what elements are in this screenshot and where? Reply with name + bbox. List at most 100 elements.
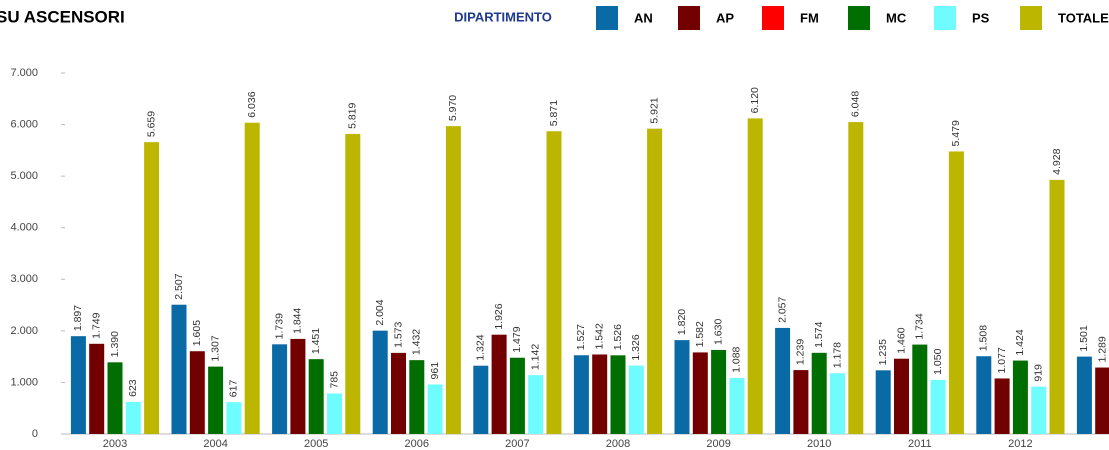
data-label: 1.432: [411, 329, 423, 355]
data-label: 623: [127, 379, 139, 397]
data-label: 1.542: [593, 323, 605, 349]
bar: [674, 340, 690, 434]
legend-label: TOTALE: [1058, 10, 1109, 25]
data-label: 1.460: [895, 327, 907, 353]
legend-label: AN: [634, 10, 653, 25]
bar: [811, 352, 827, 434]
bar: [747, 118, 763, 434]
data-label: 1.142: [529, 344, 541, 370]
data-label: 1.844: [292, 307, 304, 333]
bar: [628, 365, 644, 434]
data-label: 1.050: [932, 348, 944, 374]
bar: [729, 377, 745, 434]
data-label: 1.526: [612, 324, 624, 350]
bar: [610, 355, 626, 434]
data-label: 1.630: [712, 319, 724, 345]
bar: [345, 133, 361, 434]
y-tick-label: 0: [32, 428, 38, 440]
legend-title: DIPARTIMENTO: [454, 9, 552, 24]
bar: [976, 356, 992, 434]
x-tick-label: 2010: [807, 438, 831, 450]
bar: [1076, 356, 1092, 434]
data-label: 1.289: [1096, 336, 1108, 362]
data-label: 1.820: [676, 309, 688, 335]
x-tick-label: 2009: [706, 438, 730, 450]
bar: [308, 359, 324, 434]
bar: [930, 379, 946, 434]
bar: [592, 354, 608, 434]
y-tick-label: 6.000: [10, 118, 38, 130]
bar: [409, 360, 425, 434]
chart-title: SU ASCENSORI: [0, 7, 125, 26]
data-label: 1.739: [273, 313, 285, 339]
bar: [244, 122, 260, 435]
x-tick-label: 2005: [304, 438, 328, 450]
data-label: 5.871: [548, 100, 560, 126]
bar: [994, 378, 1010, 434]
bar: [473, 365, 489, 434]
bar: [875, 370, 891, 434]
bar: [290, 338, 306, 434]
data-label: 1.605: [191, 320, 203, 346]
data-label: 1.178: [831, 342, 843, 368]
bar: [125, 401, 141, 434]
data-label: 1.324: [475, 334, 487, 360]
bar: [692, 352, 708, 434]
data-label: 1.926: [493, 303, 505, 329]
data-label: 617: [228, 380, 240, 398]
x-tick-label: 2007: [505, 438, 529, 450]
bar: [171, 304, 187, 434]
data-label: 5.921: [648, 97, 660, 123]
data-label: 4.928: [1051, 148, 1063, 174]
data-label: 6.048: [850, 91, 862, 117]
bar: [427, 384, 443, 434]
bar: [894, 358, 909, 434]
data-label: 6.036: [246, 91, 258, 117]
data-label: 1.749: [90, 312, 102, 338]
legend-label: MC: [886, 10, 907, 25]
legend-label: FM: [800, 10, 819, 25]
y-tick-label: 7.000: [10, 67, 38, 79]
bar: [208, 366, 224, 434]
x-tick-label: 2003: [103, 438, 127, 450]
x-tick-label: 2012: [1008, 438, 1032, 450]
bar: [775, 327, 791, 434]
bar: [546, 131, 562, 435]
bar: [1049, 179, 1065, 434]
legend-swatch: [848, 6, 870, 30]
x-tick-label: 2004: [203, 438, 227, 450]
bar: [1012, 360, 1028, 434]
legend-swatch: [762, 6, 784, 30]
bar: [226, 402, 242, 434]
y-tick-label: 2.000: [10, 325, 38, 337]
data-label: 1.574: [813, 321, 825, 347]
x-tick-label: 2008: [606, 438, 630, 450]
y-tick-label: 1.000: [10, 376, 38, 388]
legend-label: AP: [716, 10, 734, 25]
bar: [848, 122, 864, 434]
bar: [491, 334, 507, 434]
data-label: 2.507: [173, 273, 185, 299]
data-label: 1.307: [209, 335, 221, 361]
data-label: 2.004: [374, 299, 386, 325]
data-label: 1.479: [511, 326, 523, 352]
bar: [711, 349, 727, 434]
data-label: 1.088: [731, 346, 743, 372]
data-label: 6.120: [749, 87, 761, 113]
data-label: 5.659: [145, 111, 157, 137]
data-label: 1.326: [630, 334, 642, 360]
bar: [189, 351, 205, 434]
y-tick-label: 3.000: [10, 273, 38, 285]
y-tick-label: 5.000: [10, 170, 38, 182]
bar: [372, 330, 388, 434]
data-label: 1.508: [978, 325, 990, 351]
data-label: 2.057: [776, 296, 788, 322]
data-label: 1.527: [575, 324, 587, 350]
data-label: 1.235: [877, 339, 889, 365]
legend-swatch: [934, 6, 956, 30]
data-label: 5.819: [347, 102, 359, 128]
bar: [912, 344, 928, 434]
bar: [528, 375, 544, 434]
bar: [830, 373, 845, 434]
